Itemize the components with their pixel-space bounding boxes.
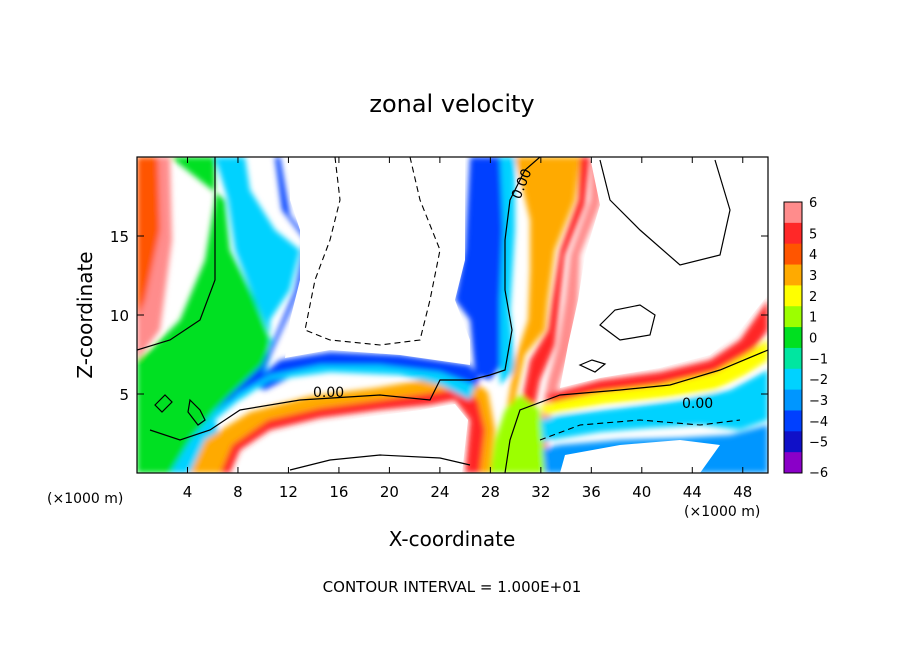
colorbar-tick-label: 0: [809, 332, 817, 347]
x-tick-label: 48: [733, 483, 752, 501]
colorbar-swatch: [784, 452, 802, 474]
y-axis: 5 10 15: [110, 228, 768, 404]
colorbar-tick-label: −3: [809, 394, 828, 409]
negative-contour-lines: [304, 157, 741, 441]
x-tick-label: 40: [632, 483, 651, 501]
contour-label-right: 0.00: [682, 396, 713, 412]
colorbar-swatch: [784, 306, 802, 328]
x-axis-title: X-coordinate: [389, 527, 516, 551]
colorbar-tick-label: −6: [809, 466, 828, 481]
y-tick-label: 10: [110, 307, 129, 325]
colorbar-tick-label: −2: [809, 373, 828, 388]
colorbar-tick-label: 4: [809, 248, 817, 263]
colorbar-swatch: [784, 327, 802, 349]
colorbar-tick-label: 2: [809, 290, 817, 305]
x-axis: 4 8 12 16 20 24 28 32 36 40 44 48: [183, 157, 752, 501]
left-neutral-band: [137, 157, 270, 473]
y-tick-label: 5: [119, 386, 129, 404]
x-tick-label: 16: [329, 483, 348, 501]
colorbar-swatch: [784, 410, 802, 432]
x-tick-label: 20: [380, 483, 399, 501]
contour-interval-note: CONTOUR INTERVAL = 1.000E+01: [323, 578, 582, 596]
colorbar-swatch: [784, 431, 802, 453]
x-tick-label: 32: [531, 483, 550, 501]
colorbar-tick-label: 3: [809, 269, 817, 284]
left-positive-jet-core: [137, 157, 160, 320]
colorbar-tick-label: −5: [809, 436, 828, 451]
colorbar-swatch: [784, 202, 802, 224]
x-tick-label: 4: [183, 483, 193, 501]
y-axis-title: Z-coordinate: [73, 251, 97, 378]
contour-label-lower: 0.00: [313, 385, 344, 401]
plot-area: 0.00 0.00 0.00: [136, 156, 769, 474]
x-tick-label: 12: [279, 483, 298, 501]
colorbar-swatch: [784, 285, 802, 307]
colorbar-swatch: [784, 264, 802, 286]
x-tick-label: 36: [582, 483, 601, 501]
colorbar-frame: [783, 201, 803, 474]
right-yellow-arm: [540, 340, 768, 415]
colorbar-swatch: [784, 243, 802, 266]
x-unit-label-left: (×1000 m): [47, 491, 123, 507]
vertical-warm-column: [500, 157, 580, 473]
x-tick-label: 8: [233, 483, 243, 501]
central-blue-band: [250, 352, 480, 395]
x-unit-label-right: (×1000 m): [684, 504, 760, 520]
x-tick-label: 28: [481, 483, 500, 501]
colorbar-tick-label: 1: [809, 311, 817, 326]
x-tick-label: 44: [683, 483, 702, 501]
contour-lines: [137, 157, 768, 473]
vertical-red-column: [512, 157, 590, 473]
colorbar-tick-label: −1: [809, 352, 828, 367]
colorbar-swatch: [784, 222, 802, 245]
x-tick-label: 24: [430, 483, 449, 501]
vertical-blue-column: [455, 157, 505, 380]
central-cyan-band: [235, 365, 475, 400]
y-tick-label: 15: [110, 228, 129, 246]
left-cyan-band: [170, 157, 300, 473]
lower-center-green: [490, 395, 545, 473]
colorbar-tick-label: −4: [809, 415, 828, 430]
colorbar-swatch: [784, 389, 802, 411]
colorbar-swatch: [784, 368, 802, 391]
chart-title: zonal velocity: [369, 90, 534, 118]
colorbar-tick-label: 6: [809, 196, 817, 211]
lower-left-positive-arc: [200, 380, 490, 473]
colorbar: 6 5 4 3 2 1 0 −1 −2 −3 −4 −5 −6: [783, 196, 828, 481]
colorbar-tick-label: 5: [809, 227, 817, 242]
colorbar-swatch: [784, 347, 802, 370]
right-cyan-arm: [520, 370, 768, 450]
